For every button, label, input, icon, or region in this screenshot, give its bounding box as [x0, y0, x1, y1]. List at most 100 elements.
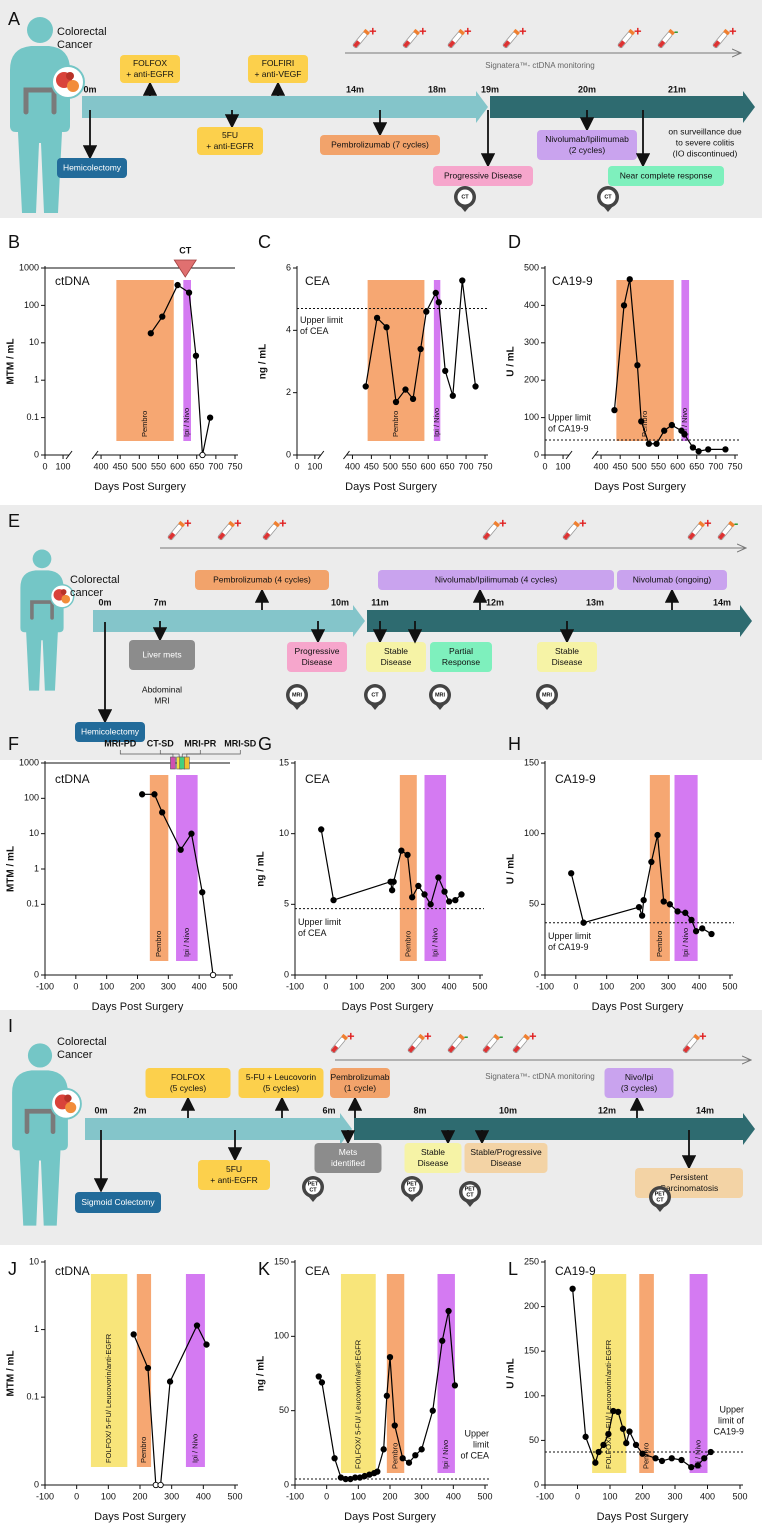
data-point — [442, 367, 449, 374]
test-result: + — [464, 23, 472, 38]
tube-blood — [563, 532, 571, 540]
data-point — [614, 1408, 622, 1416]
x-tick-label: 750 — [727, 461, 742, 471]
event-box — [120, 55, 180, 83]
tube-blood — [618, 40, 626, 48]
region-label: Ipi / Nivo — [681, 928, 690, 957]
y-tick-label: 15 — [279, 757, 289, 767]
x-tick-label: 600 — [670, 461, 685, 471]
data-point — [458, 891, 465, 898]
tube-cap — [418, 1033, 426, 1041]
tumor — [61, 594, 71, 604]
threshold-label: of CEA — [300, 326, 329, 336]
data-point — [409, 894, 416, 901]
event-label: FOLFIRI — [262, 58, 295, 68]
y-tick-label: 100 — [524, 1390, 539, 1400]
event-label: Pembrolizumab — [330, 1072, 389, 1082]
x-tick-label: -100 — [536, 1491, 554, 1501]
x-tick-label: -100 — [36, 981, 54, 991]
marker-label: CT-SD — [147, 738, 175, 748]
marker-connector — [159, 750, 180, 757]
event-label: Persistent — [670, 1172, 708, 1182]
y-tick-label: 150 — [524, 757, 539, 767]
treatment-region — [340, 1274, 376, 1473]
panel-letter: F — [8, 734, 19, 754]
chart-title: CEA — [305, 1264, 330, 1278]
scan-label: MRI — [435, 692, 446, 698]
data-point — [681, 431, 688, 438]
scan-badge-inner — [652, 1189, 668, 1205]
test-result: + — [424, 1028, 432, 1043]
colon-icon — [24, 1108, 56, 1135]
tube-cap — [458, 28, 466, 36]
data-point — [418, 1446, 425, 1453]
chart-title: ctDNA — [55, 772, 90, 786]
data-point — [620, 302, 628, 309]
tube-cap — [458, 1033, 466, 1041]
y-tick-label: 100 — [274, 1331, 289, 1341]
x-tick-label: 0 — [575, 1491, 580, 1501]
y-tick-label: 50 — [529, 899, 539, 909]
test-result: - — [734, 515, 738, 530]
data-point — [639, 1450, 646, 1457]
tube-cap — [723, 28, 731, 36]
data-point — [705, 446, 712, 453]
scan-badge-inner — [600, 189, 616, 205]
data-point — [699, 925, 706, 932]
x-tick-label: 0 — [324, 1491, 329, 1501]
time-label: 14m — [696, 1105, 714, 1115]
event-label: 5FU — [226, 1164, 242, 1174]
scan-marker — [184, 756, 190, 770]
y-axis-label: MTM / mL — [6, 1350, 17, 1396]
event-label: Stable — [421, 1147, 445, 1157]
y-tick-label: 150 — [524, 1346, 539, 1356]
test-result: + — [729, 23, 737, 38]
time-label: 14m — [346, 84, 364, 94]
panel-letter: H — [508, 734, 521, 754]
treatment-region — [136, 1274, 152, 1467]
data-point — [199, 889, 206, 896]
scan-badge-inner — [367, 687, 383, 703]
marker-label: CT — [179, 245, 191, 255]
time-label: 11m — [371, 597, 389, 607]
y-axis-label: U / mL — [506, 1358, 517, 1389]
y-tick-label: 0 — [34, 969, 39, 979]
scan-badge-inner — [305, 1179, 321, 1195]
marker-label: MRI-PD — [104, 738, 136, 748]
x-tick-label: 600 — [170, 461, 185, 471]
tube-blood — [448, 40, 456, 48]
y-tick-label: 0 — [34, 1479, 39, 1489]
blood-tube-icon — [447, 28, 466, 49]
data-point — [203, 1341, 210, 1348]
x-tick-label: 500 — [722, 981, 737, 991]
tube-cap — [628, 28, 636, 36]
x-tick-label: 0 — [573, 981, 578, 991]
axis-break — [317, 450, 325, 460]
data-point — [380, 1446, 387, 1453]
chart-title: CEA — [305, 772, 330, 786]
data-point — [626, 276, 633, 283]
y-axis-label: MTM / mL — [6, 338, 17, 384]
event-box — [430, 642, 492, 672]
treatment-region — [424, 775, 447, 961]
data-point — [605, 1431, 612, 1438]
data-line — [365, 280, 477, 404]
scan-label: PET — [655, 1191, 666, 1197]
data-point — [185, 289, 193, 296]
x-tick-label: 500 — [222, 981, 237, 991]
data-point — [392, 398, 400, 406]
event-box — [537, 130, 637, 160]
time-label: 12m — [486, 597, 504, 607]
data-point — [391, 1422, 398, 1429]
x-tick-label: 450 — [613, 461, 628, 471]
treatment-region — [183, 280, 191, 441]
data-point — [415, 882, 422, 890]
data-point — [166, 1378, 174, 1385]
x-tick-label: 0 — [42, 461, 47, 471]
x-tick-label: 100 — [101, 1491, 116, 1501]
data-point — [199, 451, 206, 459]
event-label: + anti-VEGF — [254, 69, 301, 79]
y-tick-label: 1 — [34, 863, 39, 873]
x-axis-label: Days Post Surgery — [92, 1001, 184, 1013]
